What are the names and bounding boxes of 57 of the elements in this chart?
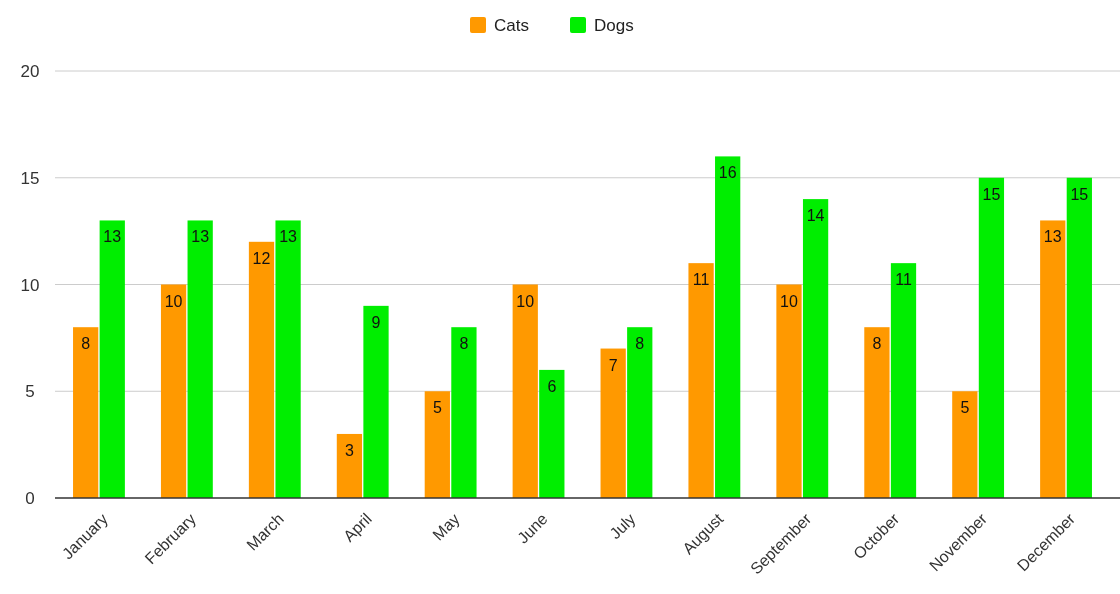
- y-tick-label: 0: [25, 489, 35, 508]
- data-label: 7: [608, 356, 618, 374]
- bar: [336, 433, 363, 498]
- data-label: 15: [1070, 185, 1089, 203]
- bar: [363, 305, 389, 498]
- data-label: 13: [191, 228, 210, 246]
- bar: [890, 263, 917, 498]
- data-label: 5: [960, 399, 970, 417]
- data-label: 13: [279, 228, 298, 246]
- data-label: 10: [780, 292, 798, 310]
- bar: [451, 327, 477, 498]
- bar: [248, 241, 275, 498]
- bar: [539, 369, 565, 498]
- data-label: 8: [81, 335, 91, 353]
- bar: [1066, 177, 1092, 498]
- bar: [688, 263, 714, 498]
- legend-label: Dogs: [594, 16, 634, 35]
- bar: [600, 348, 626, 498]
- bar: [952, 391, 978, 498]
- data-label: 11: [895, 271, 912, 289]
- data-label: 3: [344, 441, 354, 459]
- bar: [776, 284, 802, 498]
- data-label: 8: [459, 335, 469, 353]
- data-label: 13: [103, 228, 122, 246]
- y-tick-label: 15: [20, 168, 40, 188]
- bar: [802, 199, 829, 498]
- data-label: 11: [692, 271, 710, 289]
- y-tick-label: 20: [20, 62, 40, 81]
- bar: [1040, 220, 1066, 498]
- bar: [512, 284, 538, 498]
- data-label: 14: [806, 207, 825, 225]
- bar: [275, 220, 301, 498]
- data-label: 16: [718, 164, 737, 182]
- data-label: 10: [516, 292, 535, 310]
- legend-label: Cats: [494, 16, 529, 35]
- bar: [99, 220, 125, 498]
- x-tick-label: July: [606, 510, 639, 543]
- data-label: 8: [635, 335, 645, 353]
- bar: [864, 327, 890, 498]
- y-tick-label: 5: [25, 382, 35, 402]
- bar: [73, 327, 99, 498]
- data-label: 6: [547, 377, 557, 395]
- bar: [424, 391, 450, 498]
- data-label: 9: [371, 313, 381, 331]
- data-label: 13: [1043, 228, 1062, 246]
- bar: [187, 220, 213, 498]
- y-tick-label: 10: [20, 275, 40, 295]
- bar: [715, 156, 741, 498]
- data-label: 15: [982, 185, 1001, 203]
- data-label: 5: [432, 399, 442, 417]
- bar: [160, 284, 187, 498]
- x-tick-label: May: [429, 510, 463, 544]
- data-label: 12: [252, 249, 271, 267]
- data-label: 10: [164, 292, 183, 310]
- bar: [978, 177, 1005, 498]
- data-label: 8: [872, 335, 882, 353]
- bar: [627, 327, 653, 498]
